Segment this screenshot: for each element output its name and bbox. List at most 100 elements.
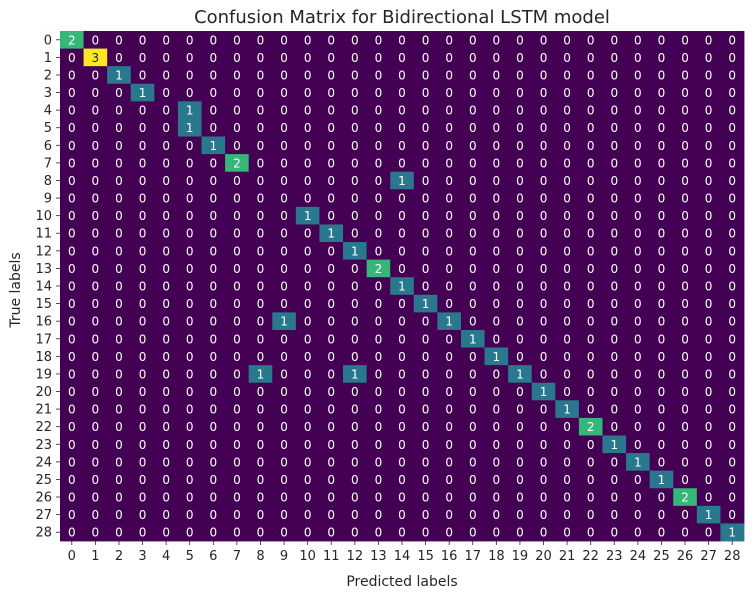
- cell-value-label: 0: [681, 438, 689, 452]
- heatmap-cell-r3-c25: [649, 83, 674, 102]
- heatmap-cell-r28-c13: [366, 523, 391, 542]
- heatmap-cell-r13-c26: [673, 259, 698, 278]
- cell-value-label: 0: [681, 192, 689, 206]
- cell-value-label: 0: [469, 385, 477, 399]
- cell-value-label: 0: [92, 526, 100, 540]
- cell-value-label: 0: [327, 455, 335, 469]
- cell-value-label: 0: [351, 420, 359, 434]
- heatmap-cell-r9-c21: [555, 189, 580, 208]
- cell-value-label: 0: [728, 262, 736, 276]
- heatmap-cell-r19-c23: [602, 365, 627, 384]
- cell-value-label: 0: [658, 244, 666, 258]
- heatmap-cell-r6-c13: [366, 136, 391, 155]
- heatmap-cell-r8-c6: [201, 171, 226, 190]
- heatmap-cell-r5-c25: [649, 118, 674, 137]
- cell-value-label: 0: [375, 139, 383, 153]
- cell-value-label: 0: [162, 315, 170, 329]
- cell-value-label: 0: [327, 174, 335, 188]
- cell-value-label: 0: [516, 332, 524, 346]
- heatmap-cell-r22-c1: [83, 417, 108, 436]
- heatmap-cell-r13-c12: [343, 259, 368, 278]
- cell-value-label: 0: [516, 455, 524, 469]
- heatmap-cell-r12-c2: [107, 242, 132, 261]
- cell-value-label: 0: [728, 508, 736, 522]
- heatmap-cell-r25-c6: [201, 470, 226, 489]
- cell-value-label: 0: [92, 350, 100, 364]
- cell-value-label: 0: [705, 209, 713, 223]
- heatmap-cell-r25-c8: [248, 470, 273, 489]
- cell-value-label: 0: [209, 526, 217, 540]
- cell-value-label: 0: [257, 315, 265, 329]
- heatmap-cell-r5-c13: [366, 118, 391, 137]
- heatmap-cell-r9-c26: [673, 189, 698, 208]
- heatmap-cell-r19-c18: [484, 365, 509, 384]
- cell-value-label: 0: [516, 315, 524, 329]
- cell-value-label: 1: [540, 385, 548, 399]
- cell-value-label: 0: [92, 174, 100, 188]
- heatmap-cell-r15-c11: [319, 294, 344, 313]
- heatmap-cell-r28-c8: [248, 523, 273, 542]
- cell-value-label: 0: [375, 385, 383, 399]
- y-tick-label: 7: [44, 156, 52, 171]
- cell-value-label: 0: [681, 420, 689, 434]
- cell-value-label: 0: [139, 121, 147, 135]
- cell-value-label: 0: [233, 227, 241, 241]
- heatmap-cell-r22-c15: [413, 417, 438, 436]
- cell-value-label: 0: [139, 385, 147, 399]
- heatmap-cell-r16-c8: [248, 312, 273, 331]
- cell-value-label: 0: [139, 156, 147, 170]
- cell-value-label: 0: [469, 227, 477, 241]
- heatmap-cell-r27-c22: [578, 505, 603, 524]
- heatmap-cell-r17-c14: [390, 329, 415, 348]
- heatmap-cell-r20-c19: [508, 382, 533, 401]
- cell-value-label: 0: [233, 86, 241, 100]
- heatmap-cell-r19-c15: [413, 365, 438, 384]
- heatmap-cell-r25-c12: [343, 470, 368, 489]
- cell-value-label: 0: [422, 491, 430, 505]
- cell-value-label: 0: [398, 156, 406, 170]
- heatmap-cell-r0-c2: [107, 31, 132, 49]
- heatmap-cell-r15-c22: [578, 294, 603, 313]
- cell-value-label: 0: [304, 156, 312, 170]
- cell-value-label: 0: [493, 297, 501, 311]
- cell-value-label: 0: [186, 367, 194, 381]
- cell-value-label: 0: [445, 385, 453, 399]
- heatmap-cell-r25-c13: [366, 470, 391, 489]
- heatmap-cell-r27-c19: [508, 505, 533, 524]
- heatmap-cell-r7-c0: [60, 154, 84, 173]
- heatmap-cell-r0-c20: [531, 31, 556, 49]
- heatmap-cell-r6-c6: [201, 136, 226, 155]
- cell-value-label: 0: [445, 209, 453, 223]
- heatmap-cell-r15-c8: [248, 294, 273, 313]
- heatmap-cell-r3-c7: [225, 83, 250, 102]
- cell-value-label: 0: [587, 209, 595, 223]
- cell-value-label: 0: [610, 491, 618, 505]
- heatmap-cell-r13-c6: [201, 259, 226, 278]
- cell-value-label: 0: [398, 350, 406, 364]
- cell-value-label: 0: [540, 209, 548, 223]
- cell-value-label: 0: [115, 174, 123, 188]
- cell-value-label: 0: [493, 174, 501, 188]
- heatmap-cell-r13-c9: [272, 259, 297, 278]
- heatmap-cell-r24-c8: [248, 453, 273, 472]
- heatmap-cell-r11-c19: [508, 224, 533, 243]
- cell-value-label: 0: [162, 297, 170, 311]
- cell-value-label: 0: [493, 315, 501, 329]
- cell-value-label: 0: [493, 385, 501, 399]
- heatmap-cell-r7-c9: [272, 154, 297, 173]
- heatmap-cell-r23-c20: [531, 435, 556, 454]
- cell-value-label: 0: [115, 192, 123, 206]
- cell-value-label: 0: [469, 33, 477, 47]
- heatmap-cell-r4-c7: [225, 101, 250, 120]
- cell-value-label: 0: [728, 438, 736, 452]
- heatmap-cell-r1-c4: [154, 48, 179, 67]
- cell-value-label: 0: [375, 104, 383, 118]
- cell-value-label: 0: [375, 455, 383, 469]
- cell-value-label: 0: [728, 121, 736, 135]
- cell-value-label: 0: [398, 262, 406, 276]
- heatmap-cell-r24-c4: [154, 453, 179, 472]
- cell-value-label: 0: [115, 51, 123, 65]
- heatmap-cell-r16-c17: [460, 312, 485, 331]
- heatmap-cell-r21-c11: [319, 400, 344, 419]
- heatmap-cell-r13-c10: [295, 259, 320, 278]
